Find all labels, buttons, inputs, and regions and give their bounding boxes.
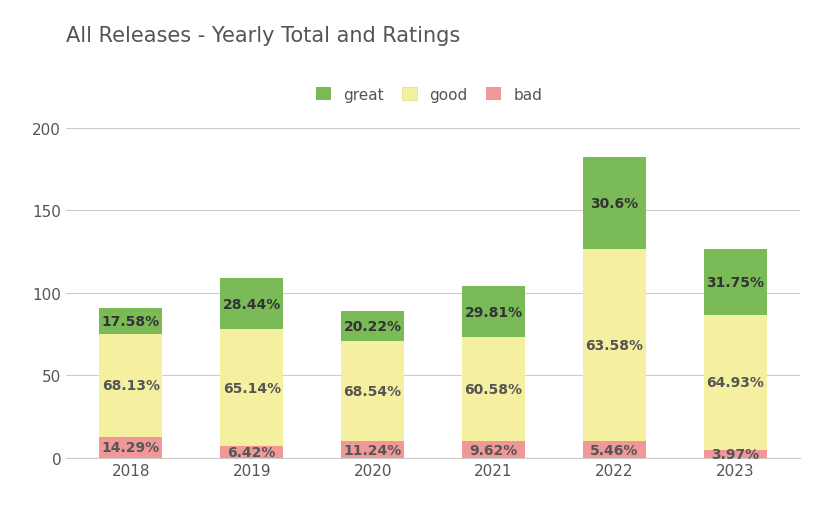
Legend: great, good, bad: great, good, bad xyxy=(309,81,549,108)
Bar xyxy=(462,287,525,338)
Bar xyxy=(583,442,646,458)
Bar xyxy=(99,334,163,437)
Text: 3.97%: 3.97% xyxy=(711,447,760,461)
Bar xyxy=(220,446,283,458)
Bar xyxy=(704,315,767,450)
Bar xyxy=(462,338,525,442)
Text: 5.46%: 5.46% xyxy=(591,443,639,457)
Bar xyxy=(704,450,767,458)
Text: 6.42%: 6.42% xyxy=(228,445,276,459)
Bar xyxy=(583,158,646,250)
Text: All Releases - Yearly Total and Ratings: All Releases - Yearly Total and Ratings xyxy=(66,25,460,45)
Text: 64.93%: 64.93% xyxy=(706,376,765,389)
Bar xyxy=(220,329,283,446)
Bar xyxy=(99,308,163,334)
Text: 20.22%: 20.22% xyxy=(343,319,402,333)
Bar xyxy=(220,278,283,329)
Bar xyxy=(583,250,646,442)
Text: 68.54%: 68.54% xyxy=(343,384,402,399)
Bar xyxy=(342,442,404,458)
Bar xyxy=(342,312,404,341)
Bar xyxy=(704,249,767,315)
Text: 29.81%: 29.81% xyxy=(464,305,523,319)
Text: 30.6%: 30.6% xyxy=(591,196,639,211)
Bar xyxy=(462,442,525,458)
Text: 14.29%: 14.29% xyxy=(101,440,160,455)
Text: 31.75%: 31.75% xyxy=(706,275,765,289)
Text: 11.24%: 11.24% xyxy=(343,443,402,457)
Text: 68.13%: 68.13% xyxy=(101,379,160,392)
Text: 17.58%: 17.58% xyxy=(101,315,160,328)
Text: 63.58%: 63.58% xyxy=(586,339,644,353)
Text: 60.58%: 60.58% xyxy=(464,383,522,397)
Text: 65.14%: 65.14% xyxy=(223,381,281,395)
Bar xyxy=(99,437,163,458)
Bar xyxy=(342,341,404,442)
Text: 28.44%: 28.44% xyxy=(223,297,281,311)
Text: 9.62%: 9.62% xyxy=(469,443,518,457)
